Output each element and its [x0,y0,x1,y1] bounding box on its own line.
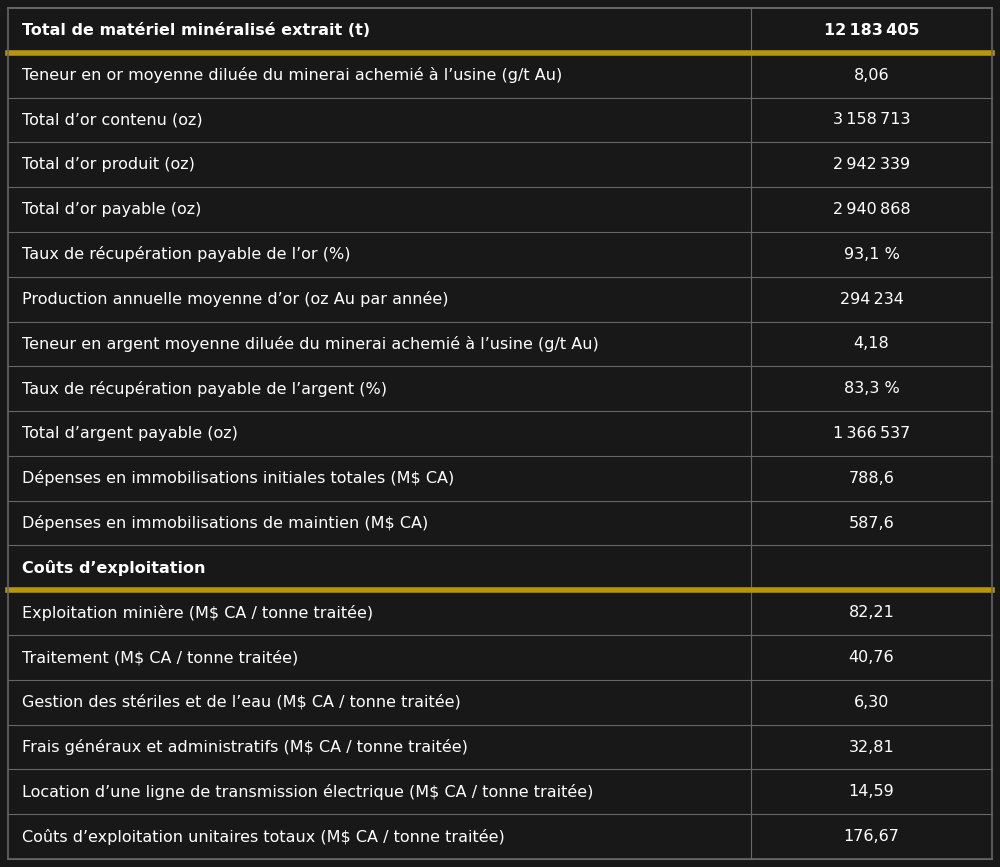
Bar [8,98,992,142]
Text: 587,6: 587,6 [849,516,894,531]
Text: Total d’or produit (oz): Total d’or produit (oz) [22,157,195,173]
Text: 2 942 339: 2 942 339 [833,157,910,173]
Bar [8,53,992,98]
Text: Coûts d’exploitation unitaires totaux (M$ CA / tonne traitée): Coûts d’exploitation unitaires totaux (M… [22,829,505,844]
Bar [8,277,992,322]
Bar [8,411,992,456]
Bar [8,232,992,277]
Text: 93,1 %: 93,1 % [844,247,899,262]
Text: Total de matériel minéralisé extrait (t): Total de matériel minéralisé extrait (t) [22,23,370,38]
Text: Dépenses en immobilisations de maintien (M$ CA): Dépenses en immobilisations de maintien … [22,515,428,531]
Text: Teneur en or moyenne diluée du minerai achemié à l’usine (g/t Au): Teneur en or moyenne diluée du minerai a… [22,67,562,83]
Text: Dépenses en immobilisations initiales totales (M$ CA): Dépenses en immobilisations initiales to… [22,470,454,486]
Text: Exploitation minière (M$ CA / tonne traitée): Exploitation minière (M$ CA / tonne trai… [22,604,373,621]
Text: Total d’or payable (oz): Total d’or payable (oz) [22,202,201,217]
Text: Teneur en argent moyenne diluée du minerai achemié à l’usine (g/t Au): Teneur en argent moyenne diluée du miner… [22,336,599,352]
Text: Coûts d’exploitation: Coûts d’exploitation [22,560,206,576]
Text: 40,76: 40,76 [849,650,894,665]
Bar [8,545,992,590]
Bar [8,322,992,367]
Text: 3 158 713: 3 158 713 [833,113,910,127]
Text: Traitement (M$ CA / tonne traitée): Traitement (M$ CA / tonne traitée) [22,649,298,665]
Text: 82,21: 82,21 [849,605,894,620]
Bar [8,187,992,232]
Text: 14,59: 14,59 [849,785,894,799]
Bar [8,500,992,545]
Text: Production annuelle moyenne d’or (oz Au par année): Production annuelle moyenne d’or (oz Au … [22,291,448,307]
Bar [8,769,992,814]
Text: 4,18: 4,18 [854,336,889,351]
Bar [8,367,992,411]
Text: 2 940 868: 2 940 868 [833,202,910,217]
Bar [8,456,992,500]
Text: Frais généraux et administratifs (M$ CA / tonne traitée): Frais généraux et administratifs (M$ CA … [22,739,468,755]
Text: 12 183 405: 12 183 405 [824,23,919,38]
Text: 8,06: 8,06 [854,68,889,82]
Bar [8,590,992,635]
Text: 32,81: 32,81 [849,740,894,754]
Text: Gestion des stériles et de l’eau (M$ CA / tonne traitée): Gestion des stériles et de l’eau (M$ CA … [22,694,461,710]
Text: 294 234: 294 234 [840,291,903,307]
Text: 83,3 %: 83,3 % [844,381,899,396]
Bar [8,814,992,859]
Text: 788,6: 788,6 [849,471,894,486]
Bar [8,725,992,769]
Text: Location d’une ligne de transmission électrique (M$ CA / tonne traitée): Location d’une ligne de transmission éle… [22,784,593,800]
Text: Taux de récupération payable de l’or (%): Taux de récupération payable de l’or (%) [22,246,351,263]
Bar [8,680,992,725]
Text: Taux de récupération payable de l’argent (%): Taux de récupération payable de l’argent… [22,381,387,397]
Text: Total d’or contenu (oz): Total d’or contenu (oz) [22,113,203,127]
Text: 6,30: 6,30 [854,694,889,710]
Text: 176,67: 176,67 [844,829,899,844]
Bar [8,8,992,53]
Bar [8,142,992,187]
Text: 1 366 537: 1 366 537 [833,426,910,441]
Text: Total d’argent payable (oz): Total d’argent payable (oz) [22,426,238,441]
Bar [8,635,992,680]
